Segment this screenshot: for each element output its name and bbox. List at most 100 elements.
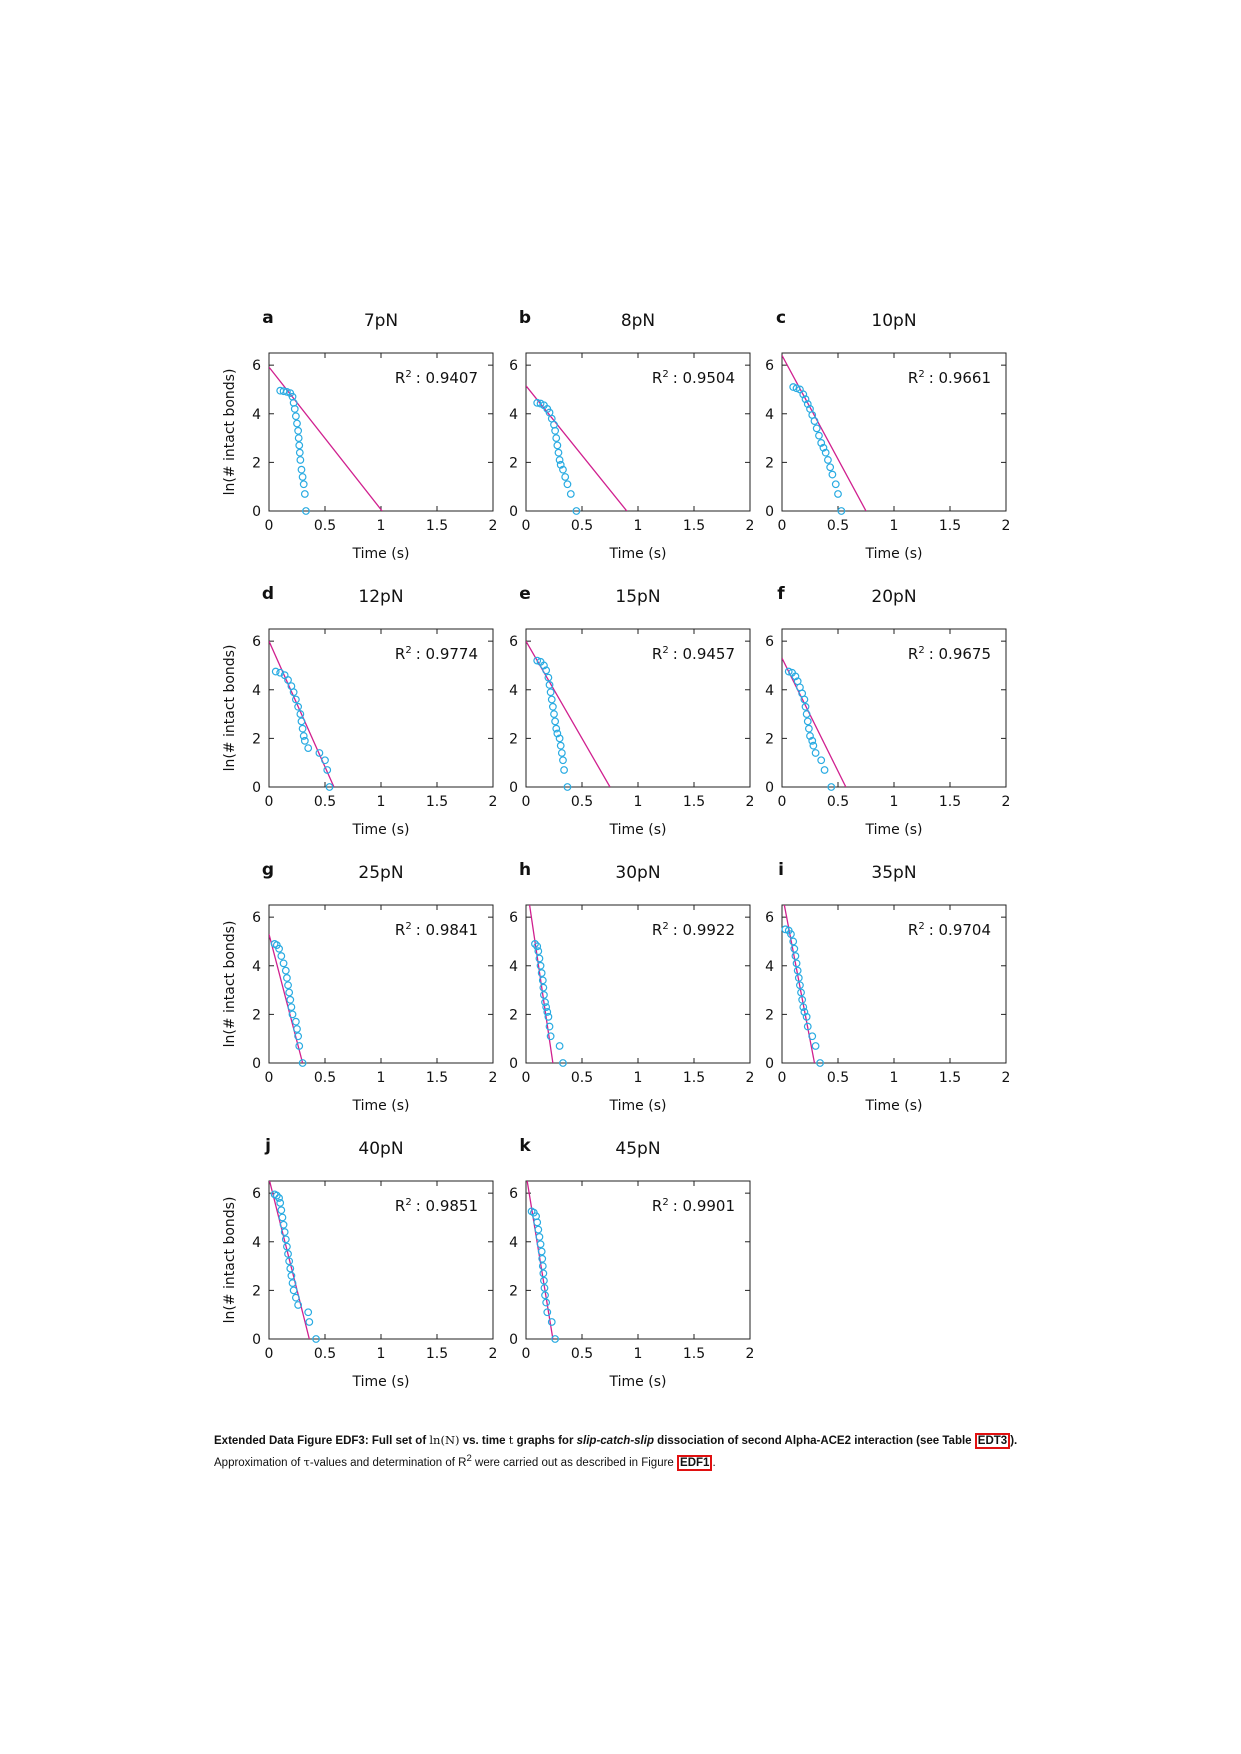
y-tick-label: 0 (252, 1056, 261, 1072)
data-point (799, 1003, 808, 1011)
r-squared-value: : 0.9841 (416, 921, 478, 939)
r-squared-exponent: 2 (662, 1197, 668, 1208)
data-point (802, 710, 811, 718)
data-point (290, 405, 299, 413)
data-point (545, 681, 554, 689)
data-point (533, 398, 542, 407)
y-tick-label: 4 (252, 683, 261, 699)
r-squared-value: : 0.9922 (673, 921, 735, 939)
data-point (298, 1059, 307, 1067)
chart-title: 35pN (871, 863, 916, 883)
fit-line (269, 1181, 310, 1339)
data-point (284, 1250, 292, 1258)
data-point (787, 930, 795, 939)
y-tick-label: 2 (509, 1283, 518, 1299)
x-tick-label: 0.5 (571, 1346, 593, 1362)
y-tick-label: 2 (765, 731, 774, 747)
data-point (534, 1225, 543, 1234)
x-tick-label: 1.5 (426, 1070, 448, 1086)
data-point (284, 981, 292, 990)
fit-line (269, 640, 335, 787)
chart-title: 12pN (358, 587, 403, 607)
panel-letter: a (262, 308, 273, 328)
x-axis-label: Time (s) (609, 1098, 667, 1114)
data-point (552, 724, 561, 733)
r-squared-label: R2: 0.9407 (395, 369, 478, 387)
chart-panel-j: j 40pN 0 0.5 1 1.5 2 0 2 4 6 Time (s) ln(# intact bo… (222, 1136, 497, 1390)
y-tick-label: 0 (509, 1332, 518, 1348)
data-point (295, 1042, 304, 1050)
data-point (291, 1293, 300, 1302)
data-point (815, 431, 823, 440)
data-point (287, 1003, 296, 1011)
x-tick-label: 1.5 (426, 1346, 448, 1362)
data-point (296, 456, 305, 464)
data-point (545, 1022, 554, 1031)
data-point (811, 1042, 820, 1050)
x-tick-label: 0 (265, 794, 274, 810)
chart-title: 45pN (615, 1139, 660, 1159)
x-tick-label: 0 (778, 518, 787, 534)
data-point (294, 434, 303, 442)
data-point (283, 387, 291, 396)
data-point (572, 507, 581, 515)
data-point (837, 507, 846, 515)
table-ref-link[interactable]: EDT3 (974, 1433, 1011, 1449)
y-tick-label: 0 (765, 780, 774, 796)
data-point (804, 724, 813, 733)
x-tick-label: 1 (377, 794, 386, 810)
panel-letter: e (519, 584, 531, 604)
x-tick-label: 1.5 (939, 518, 961, 534)
r-squared-exponent: 2 (662, 369, 668, 380)
r-squared-symbol: R (652, 369, 662, 387)
data-point (289, 1286, 298, 1295)
r-squared-value: : 0.9704 (929, 921, 991, 939)
chart-title: 20pN (871, 587, 916, 607)
data-point (803, 1022, 812, 1031)
data-point (557, 749, 566, 757)
y-tick-label: 2 (509, 455, 518, 471)
x-axis-label: Time (s) (609, 1374, 667, 1390)
x-tick-label: 2 (1002, 1070, 1011, 1086)
data-point (797, 988, 805, 997)
r-squared-label: R2: 0.9922 (652, 921, 735, 939)
data-point (546, 1032, 555, 1041)
data-point (793, 966, 802, 975)
y-tick-label: 0 (509, 1056, 518, 1072)
data-point (300, 736, 309, 745)
r-squared-value: : 0.9851 (416, 1197, 478, 1215)
data-point (294, 1301, 303, 1309)
data-point (536, 1240, 545, 1249)
data-point (810, 417, 819, 425)
data-point (277, 952, 286, 960)
data-point (534, 947, 543, 956)
data-point (540, 1284, 549, 1292)
data-point (533, 942, 542, 951)
r-squared-value: : 0.9457 (673, 645, 735, 663)
data-point (542, 1003, 551, 1011)
r-squared-value: : 0.9504 (673, 369, 735, 387)
chart-panel-g: g 25pN 0 0.5 1 1.5 2 0 2 4 6 Time (s) ln(# intact bo… (222, 860, 497, 1114)
chart-title: 15pN (615, 587, 660, 607)
r-squared-label: R2: 0.9841 (395, 921, 478, 939)
data-point (315, 749, 324, 757)
data-point (781, 925, 790, 934)
x-tick-label: 0.5 (827, 1070, 849, 1086)
x-tick-label: 1 (890, 518, 899, 534)
figure-caption: Extended Data Figure EDF3: Full set of l… (214, 1433, 1018, 1471)
figure-ref-link[interactable]: EDF1 (677, 1454, 713, 1471)
data-point (533, 1218, 542, 1227)
x-tick-label: 1 (634, 518, 643, 534)
data-point (304, 744, 313, 753)
data-point (547, 695, 556, 704)
x-tick-label: 1.5 (683, 1346, 705, 1362)
x-tick-label: 0 (265, 518, 274, 534)
y-tick-label: 0 (509, 504, 518, 520)
x-tick-label: 2 (746, 1070, 755, 1086)
data-point (538, 976, 547, 985)
data-point (542, 666, 551, 675)
